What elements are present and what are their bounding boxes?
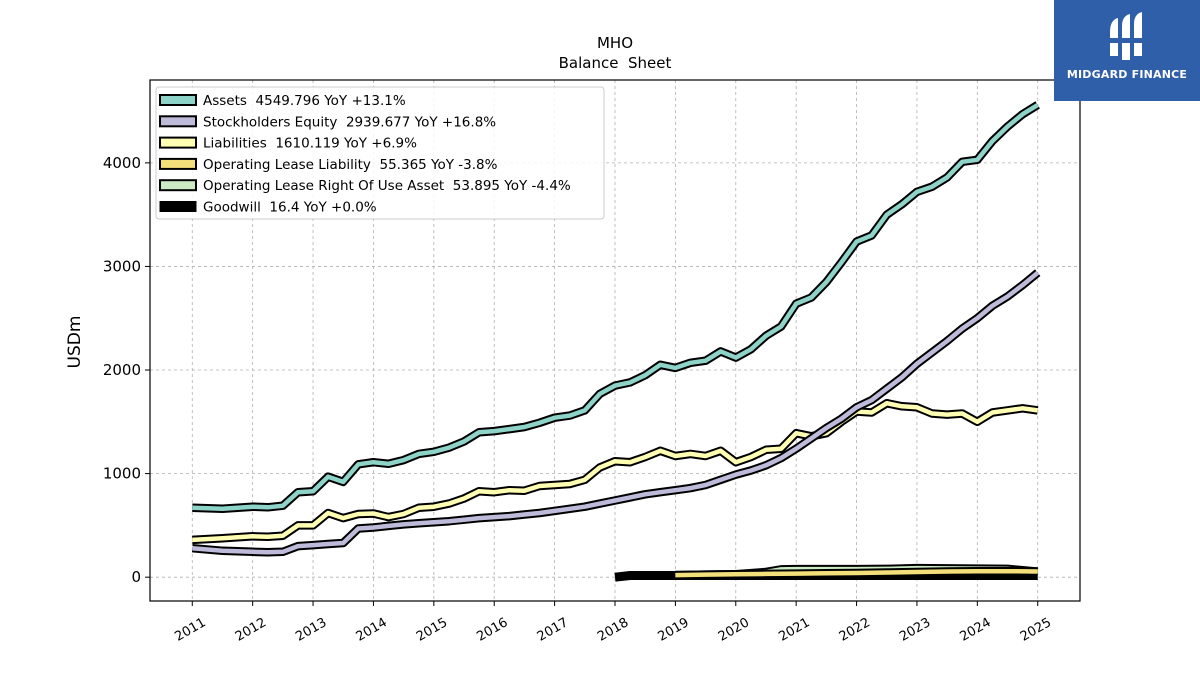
legend-label: Liabilities 1610.119 YoY +6.9% [203, 136, 417, 152]
x-tick-label: 2020 [716, 615, 752, 645]
x-tick-label: 2013 [293, 615, 329, 645]
x-tick-label: 2012 [233, 615, 269, 645]
y-tick-label: 4000 [103, 154, 141, 172]
y-tick-label: 2000 [103, 361, 141, 379]
x-tick-label: 2014 [354, 615, 390, 645]
y-tick-label: 1000 [103, 465, 141, 483]
legend-swatch [159, 115, 197, 128]
x-tick-label: 2016 [474, 615, 510, 645]
chart-subtitle: Balance Sheet [559, 54, 672, 72]
x-tick-label: 2019 [656, 615, 692, 645]
legend-label: Assets 4549.796 YoY +13.1% [203, 93, 406, 109]
series-line [192, 270, 1040, 555]
legend-swatch [159, 179, 197, 192]
series-line [675, 568, 1038, 578]
legend-box [155, 86, 605, 220]
brand-logo-text: MIDGARD FINANCE [1066, 68, 1188, 81]
y-tick-label: 0 [131, 568, 141, 586]
x-tick-label: 2025 [1018, 615, 1054, 645]
y-tick-label: 3000 [103, 257, 141, 275]
x-tick-label: 2011 [172, 615, 208, 645]
plot-lines [191, 101, 1041, 582]
x-tick-label: 2022 [837, 615, 873, 645]
y-axis-label: USDm [65, 316, 85, 369]
x-tick-label: 2021 [776, 615, 812, 645]
series-line [192, 102, 1039, 512]
legend-swatch [159, 136, 197, 149]
legend-swatch [159, 157, 197, 170]
x-tick-label: 2024 [958, 615, 994, 645]
x-tick-label: 2015 [414, 615, 450, 645]
brand-logo: MIDGARD FINANCE [1054, 0, 1200, 101]
x-tick-label: 2018 [595, 615, 631, 645]
legend-swatch [159, 94, 197, 106]
midgard-logo-icon [1108, 12, 1144, 60]
x-tick-label: 2017 [535, 615, 571, 645]
legend-label: Operating Lease Right Of Use Asset 53.89… [203, 178, 571, 194]
legend-label: Goodwill 16.4 YoY +0.0% [203, 200, 377, 216]
chart-title: MHO [597, 34, 633, 52]
x-tick-label: 2023 [897, 615, 933, 645]
legend-label: Stockholders Equity 2939.677 YoY +16.8% [203, 114, 496, 130]
legend-swatch [159, 201, 197, 212]
series-line [192, 400, 1039, 543]
legend-label: Operating Lease Liability 55.365 YoY -3.… [203, 157, 498, 173]
legend: Assets 4549.796 YoY +13.1% Stockholders E… [155, 86, 605, 220]
